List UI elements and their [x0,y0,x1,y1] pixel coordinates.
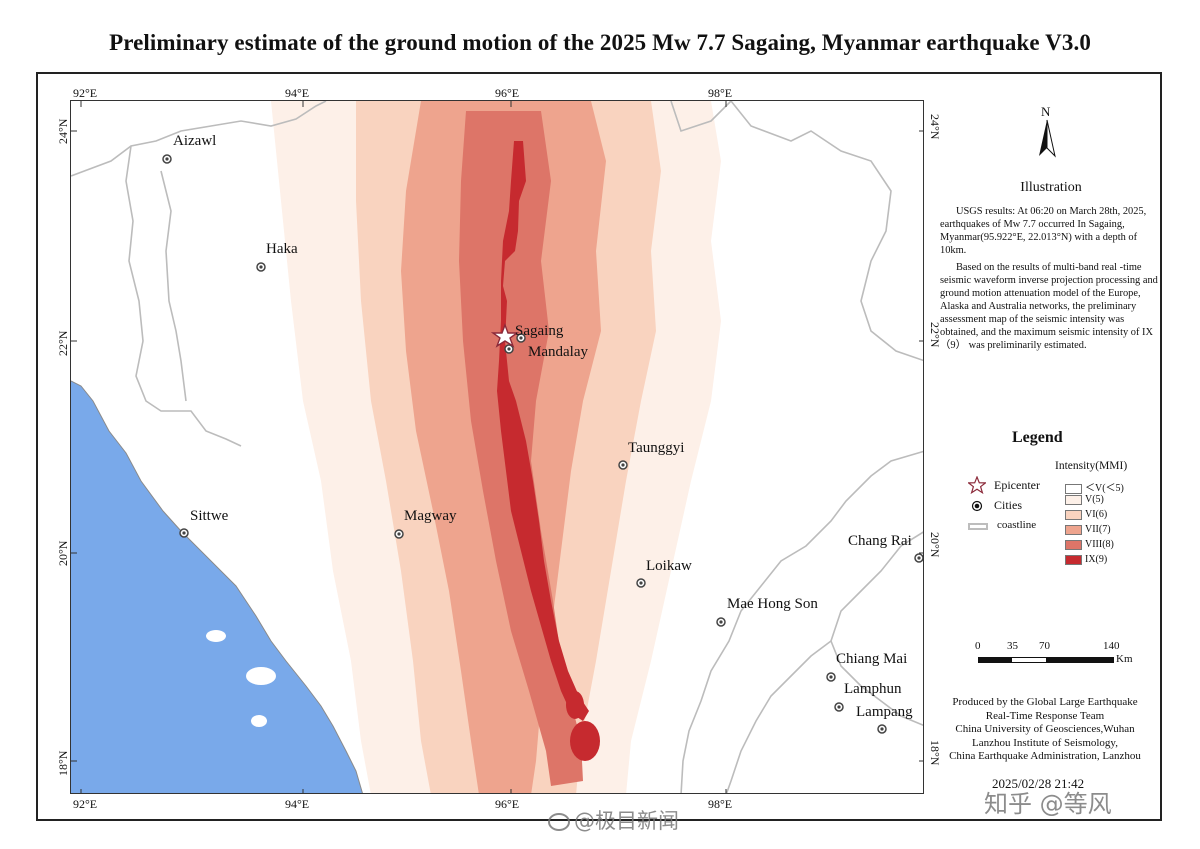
credit-line-2: Real-Time Response Team [985,709,1105,722]
city-label-mandalay: Mandalay [528,344,588,360]
city-label-aizawl: Aizawl [173,133,217,149]
legend-coastline-swatch [968,523,988,530]
coastline [71,380,363,793]
scale-bar: 0 35 70 140 Km [975,640,1165,670]
grid-label-bottom-98: 98°E [708,797,733,811]
grid-label-left-24: 24°N [56,118,70,144]
city-label-chiang-mai: Chiang Mai [836,651,908,667]
legend-epicenter-icon [968,476,986,494]
weibo-logo-icon [548,813,570,831]
grid-label-right-20: 20°N [928,532,942,558]
map-title: Preliminary estimate of the ground motio… [109,30,1091,55]
grid-label-bottom-96: 96°E [495,797,520,811]
scale-bar-frame [978,657,1114,663]
legend-intensity-lt5: ＜V(＜5) [1065,479,1124,494]
graticule-ticks [71,101,923,793]
grid-label-top-96: 96°E [495,86,520,100]
legend-cities-label: Cities [994,498,1023,512]
credit-line-3: China University of Geosciences,Wuhan [955,723,1135,735]
credit-line-4: Lanzhou Institute of Seismology, [972,736,1118,749]
city-label-mae-hong-son: Mae Hong Son [727,596,818,612]
intensity-map-svg [71,101,923,793]
illustration-title: Illustration [1020,180,1082,195]
legend-intensity-title: Intensity(MMI) [1055,460,1128,472]
mmi-zone-9-south [570,721,600,761]
watermark-weibo: @极目新闻 [548,805,679,835]
city-label-lampang: Lampang [856,704,913,720]
grid-label-left-20: 20°N [56,540,70,566]
sea-area [71,381,363,793]
north-label: N [1041,104,1051,119]
scale-unit: Km [1116,653,1133,665]
legend-intensity-6: VI(6) [1065,509,1107,520]
legend-intensity-7: VII(7) [1065,524,1111,535]
map-frame [36,72,1162,821]
map-date: 2025/02/28 21:42 [992,776,1085,791]
legend-epicenter-label: Epicenter [994,478,1040,492]
grid-label-top-94: 94°E [285,86,310,100]
city-label-taunggyi: Taunggyi [628,440,685,456]
watermark-zhihu: 知乎 @等风 [984,790,1112,818]
scale-tick-0: 0 [975,640,981,652]
grid-label-left-22: 22°N [56,330,70,356]
scale-tick-70: 70 [1039,640,1050,652]
north-arrow: N [1035,104,1059,158]
city-label-sagaing: Sagaing [515,323,564,339]
city-label-chang-rai: Chang Rai [848,533,912,549]
legend-city-icon [971,500,983,512]
city-label-lamphun: Lamphun [844,681,902,697]
grid-label-bottom-94: 94°E [285,797,310,811]
city-label-magway: Magway [404,508,457,524]
city-markers [162,154,923,734]
legend-intensity-9: IX(9) [1065,554,1107,565]
legend-title: Legend [1012,429,1063,446]
grid-label-top-92: 92°E [73,86,98,100]
scale-tick-140: 140 [1103,640,1120,652]
credit-line-1: Produced by the Global Large Earthquake [952,696,1138,708]
scale-tick-35: 35 [1007,640,1018,652]
country-borders [71,101,923,793]
epicenter-star-icon [490,323,520,348]
legend-intensity-8: VIII(8) [1065,539,1114,550]
grid-label-right-24: 24°N [928,114,942,140]
intensity-map[interactable] [70,100,924,794]
credit-line-5: China Earthquake Administration, Lanzhou [949,750,1141,762]
credit-block: Produced by the Global Large Earthquake … [938,696,1152,764]
legend-coastline-label: coastline [997,519,1037,531]
city-label-sittwe: Sittwe [190,508,229,524]
mmi-zone-9 [497,141,589,721]
grid-label-bottom-92: 92°E [73,797,98,811]
legend-intensity-5: V(5) [1065,494,1104,505]
north-arrow-icon [1039,119,1056,158]
city-label-loikaw: Loikaw [646,558,692,574]
grid-label-left-18: 18°N [56,750,70,776]
illustration-paragraph-2: Based on the results of multi-band real … [940,262,1158,351]
grid-label-top-98: 98°E [708,86,733,100]
illustration-paragraph-1: USGS results: At 06:20 on March 28th, 20… [940,206,1147,256]
city-label-haka: Haka [266,241,298,257]
